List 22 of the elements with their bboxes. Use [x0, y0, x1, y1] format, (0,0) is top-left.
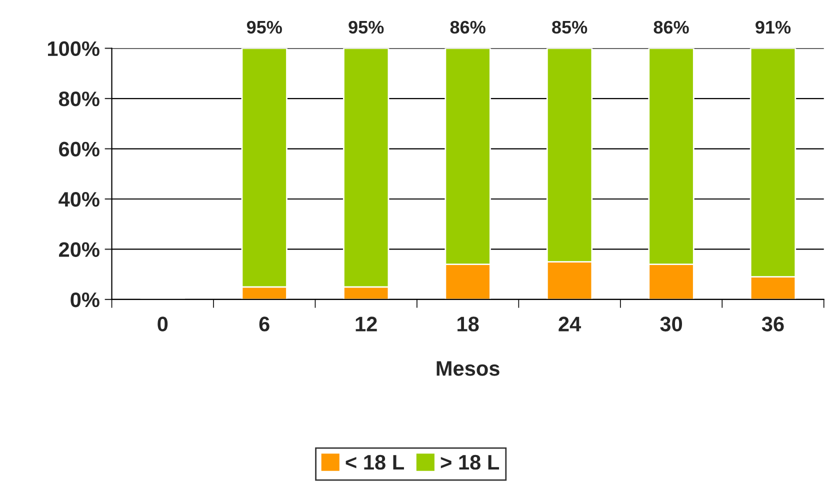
data-label: 95% — [246, 20, 282, 34]
y-tick-label: 0% — [70, 292, 100, 308]
y-tick-label: 40% — [58, 192, 100, 207]
x-tick-label: 24 — [558, 316, 582, 332]
x-tick-label: 36 — [762, 316, 784, 332]
data-label: 85% — [552, 20, 588, 34]
data-label: 86% — [450, 20, 486, 34]
data-label: 95% — [348, 20, 384, 34]
y-tick-label: 100% — [48, 41, 100, 56]
x-tick-label: 0 — [158, 316, 168, 332]
y-tick-label: 20% — [59, 242, 100, 257]
legend-label: < 18 L — [346, 454, 404, 470]
y-tick-label: 60% — [59, 142, 100, 157]
legend-label: > 18 L — [440, 454, 500, 470]
data-label: 86% — [654, 20, 689, 34]
x-tick-label: 18 — [458, 316, 479, 332]
x-axis-title: Mesos — [436, 361, 500, 376]
data-label: 91% — [756, 20, 791, 34]
y-tick-label: 80% — [58, 92, 100, 106]
x-tick-label: 30 — [660, 316, 682, 332]
x-tick-label: 6 — [259, 316, 270, 332]
x-tick-label: 12 — [356, 316, 377, 332]
